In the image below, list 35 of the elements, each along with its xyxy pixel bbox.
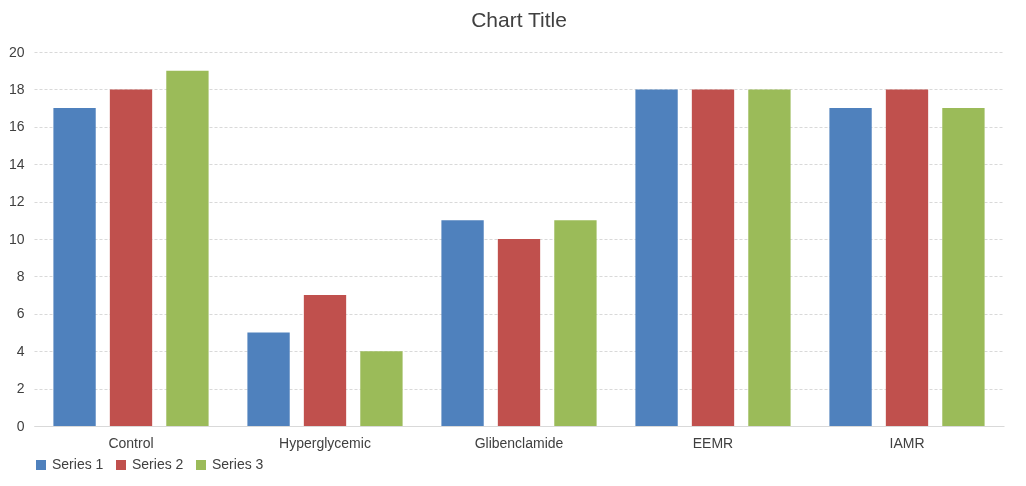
y-tick-label: 16 (8, 118, 25, 135)
bar (554, 220, 597, 426)
bar (497, 239, 541, 426)
bar (748, 89, 791, 426)
y-tick-label: 12 (8, 193, 25, 210)
bar (829, 108, 872, 426)
y-tick-label: 18 (8, 80, 25, 97)
x-tick-label: IAMR (889, 434, 925, 451)
x-tick-label: EEMR (692, 434, 734, 451)
bar (360, 351, 403, 426)
y-tick-label: 10 (8, 230, 25, 247)
bar (247, 332, 290, 426)
legend-label: Series 1 (52, 456, 104, 472)
y-tick-label: 8 (16, 267, 25, 284)
y-tick-label: 20 (8, 43, 25, 60)
y-tick-label: 0 (16, 417, 25, 434)
y-tick-label: 4 (16, 342, 25, 359)
x-tick-label: Hyperglycemic (279, 434, 371, 451)
chart-title: Chart Title (471, 8, 567, 31)
bar (635, 89, 678, 426)
bar (942, 108, 985, 426)
bar (885, 89, 929, 426)
x-tick-label: Glibenclamide (474, 434, 564, 451)
y-tick-label: 14 (8, 155, 25, 172)
bar (303, 295, 347, 426)
x-tick-label: Control (108, 434, 154, 451)
bar (109, 89, 153, 426)
legend-label: Series 2 (132, 456, 184, 472)
y-tick-label: 2 (16, 380, 25, 397)
bar (441, 220, 484, 426)
bar (691, 89, 735, 426)
bar (53, 108, 96, 426)
y-tick-label: 6 (16, 305, 25, 322)
legend-label: Series 3 (212, 456, 264, 472)
bar (166, 70, 209, 426)
